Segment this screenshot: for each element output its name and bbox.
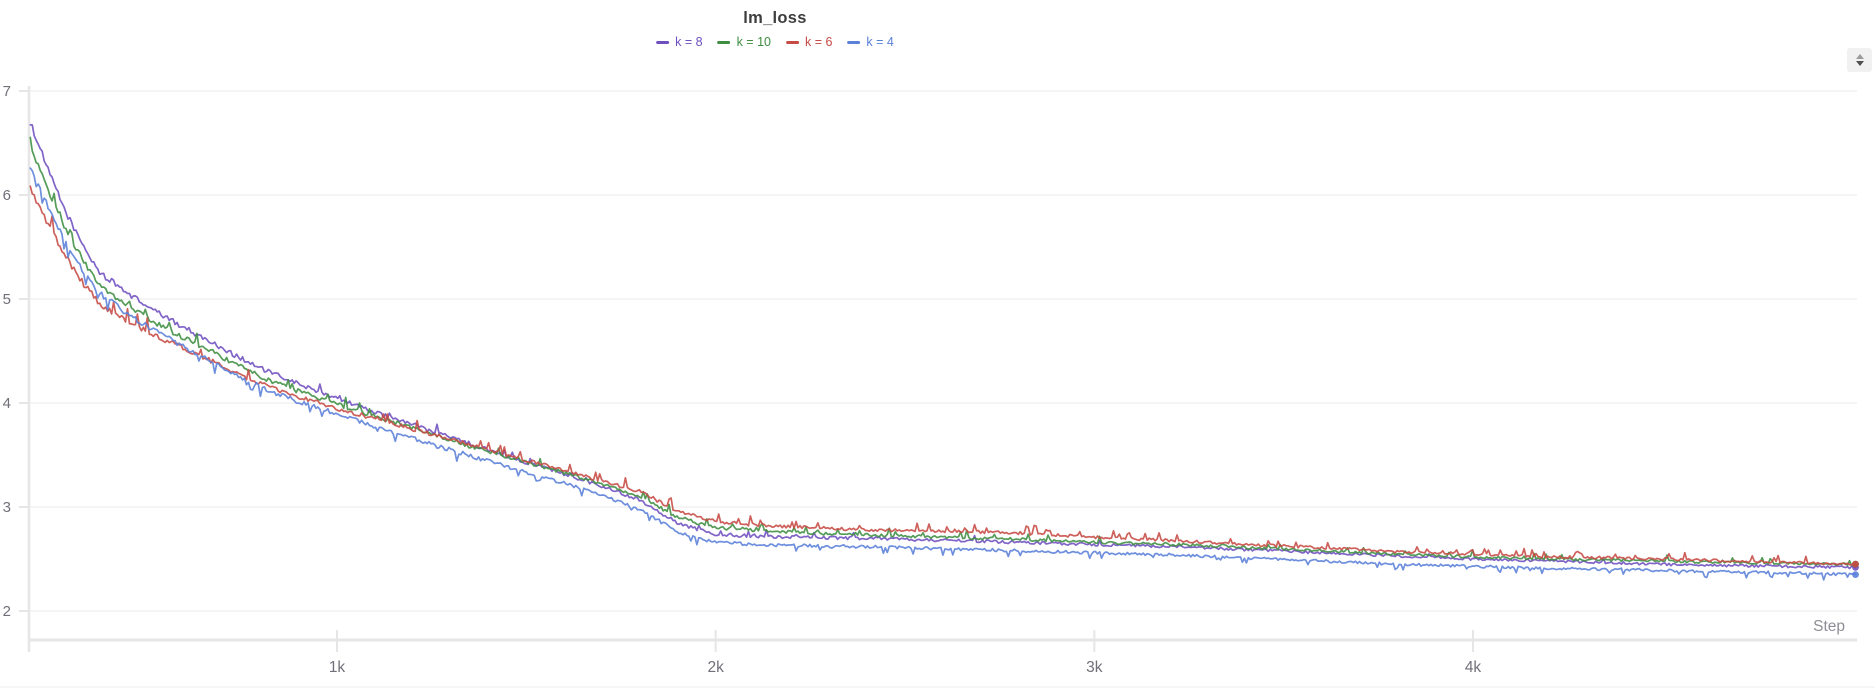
y-tick-label: 3 [3, 499, 11, 516]
legend-dash-icon [656, 40, 670, 44]
chart-title: lm_loss [743, 9, 807, 27]
legend-label: k = 4 [866, 35, 894, 49]
legend-item-k4[interactable]: k = 4 [847, 35, 894, 49]
legend-dash-icon [847, 40, 861, 44]
x-tick-label: 3k [1086, 659, 1103, 676]
x-axis-label: Step [1813, 618, 1845, 635]
legend-label: k = 8 [675, 35, 703, 49]
triangle-up-icon [1855, 54, 1864, 59]
series-line-k10[interactable] [29, 136, 1857, 567]
legend-label: k = 6 [804, 35, 833, 49]
y-tick-label: 4 [3, 395, 11, 412]
x-tick-label: 1k [329, 659, 346, 676]
legend-item-k10[interactable]: k = 10 [717, 35, 771, 49]
y-tick-label: 5 [3, 291, 11, 308]
legend-label: k = 10 [736, 35, 771, 49]
legend-dash-icon [785, 40, 799, 44]
series-endpoint-k4 [1852, 571, 1859, 578]
series-line-k4[interactable] [29, 167, 1857, 581]
legend-item-k6[interactable]: k = 6 [785, 35, 833, 49]
x-tick-label: 4k [1465, 659, 1482, 676]
y-tick-label: 2 [3, 603, 11, 620]
panel-updown-button[interactable] [1847, 48, 1872, 72]
series-line-k8[interactable] [29, 124, 1857, 570]
legend-item-k8[interactable]: k = 8 [656, 35, 703, 49]
legend-dash-icon [717, 40, 731, 44]
series-endpoint-k6 [1852, 560, 1859, 568]
chart-legend: k = 8 k = 10 k = 6 k = 4 [656, 36, 894, 49]
y-tick-label: 7 [3, 83, 11, 100]
series-line-k6[interactable] [29, 185, 1857, 566]
triangle-down-icon [1855, 61, 1864, 66]
y-tick-label: 6 [3, 187, 11, 204]
x-tick-label: 2k [707, 659, 724, 676]
chart-header: lm_loss k = 8 k = 10 k = 6 k = 4 [656, 9, 894, 49]
